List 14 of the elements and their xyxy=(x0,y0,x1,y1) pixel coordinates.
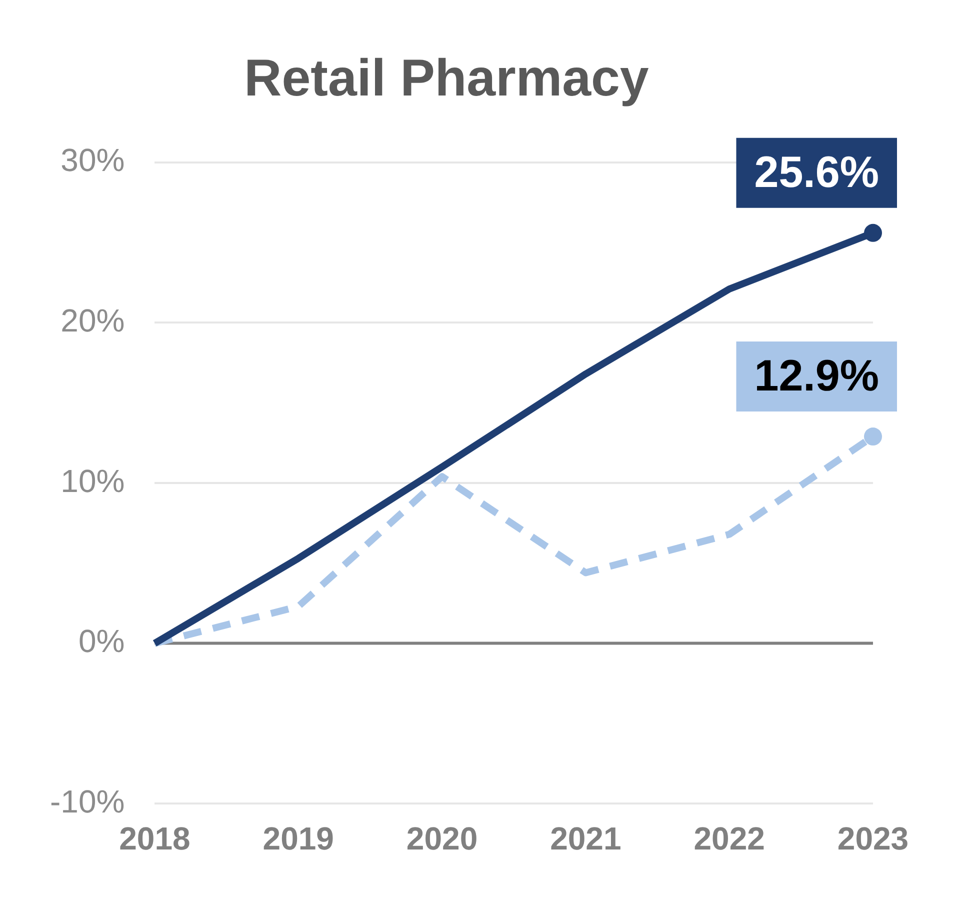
x-tick-label: 2019 xyxy=(262,820,334,857)
chart-title: Retail Pharmacy xyxy=(244,50,649,108)
data-label: 25.6% xyxy=(754,148,880,198)
y-tick-label: 30% xyxy=(60,142,125,178)
x-tick-label: 2022 xyxy=(694,820,765,857)
x-tick-label: 2023 xyxy=(837,820,909,857)
data-label: 12.9% xyxy=(754,352,880,401)
y-tick-label: 10% xyxy=(60,462,125,499)
x-tick-label: 2020 xyxy=(406,820,478,857)
y-tick-label: 0% xyxy=(78,623,125,660)
x-tick-label: 2021 xyxy=(550,820,622,857)
y-tick-label: 20% xyxy=(60,302,125,339)
x-tick-label: 2018 xyxy=(119,820,190,857)
y-tick-label: -10% xyxy=(50,783,125,820)
